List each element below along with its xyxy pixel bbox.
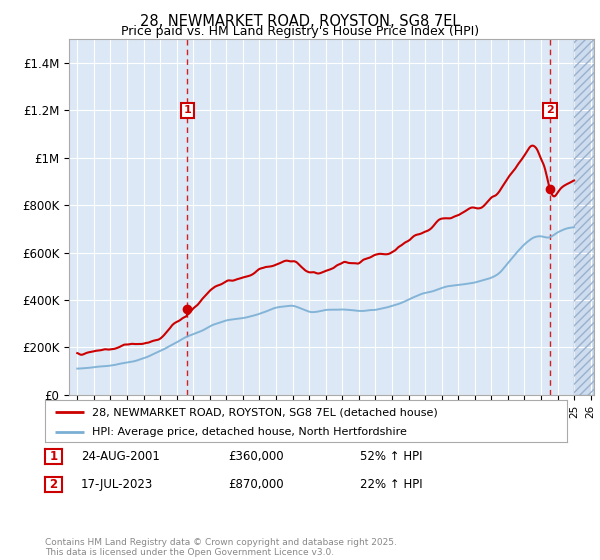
Text: 1: 1	[184, 105, 191, 115]
Text: 2: 2	[49, 478, 58, 491]
Bar	[574, 39, 594, 395]
Text: 22% ↑ HPI: 22% ↑ HPI	[360, 478, 422, 491]
Text: 28, NEWMARKET ROAD, ROYSTON, SG8 7EL (detached house): 28, NEWMARKET ROAD, ROYSTON, SG8 7EL (de…	[92, 407, 438, 417]
Text: 17-JUL-2023: 17-JUL-2023	[81, 478, 153, 491]
Text: Contains HM Land Registry data © Crown copyright and database right 2025.
This d: Contains HM Land Registry data © Crown c…	[45, 538, 397, 557]
Text: Price paid vs. HM Land Registry's House Price Index (HPI): Price paid vs. HM Land Registry's House …	[121, 25, 479, 38]
Text: HPI: Average price, detached house, North Hertfordshire: HPI: Average price, detached house, Nort…	[92, 427, 407, 437]
Text: 1: 1	[49, 450, 58, 463]
Text: £870,000: £870,000	[228, 478, 284, 491]
Text: 52% ↑ HPI: 52% ↑ HPI	[360, 450, 422, 463]
Text: 28, NEWMARKET ROAD, ROYSTON, SG8 7EL: 28, NEWMARKET ROAD, ROYSTON, SG8 7EL	[140, 14, 460, 29]
Text: £360,000: £360,000	[228, 450, 284, 463]
Bar	[574, 39, 594, 395]
Text: 2: 2	[546, 105, 554, 115]
Text: 24-AUG-2001: 24-AUG-2001	[81, 450, 160, 463]
